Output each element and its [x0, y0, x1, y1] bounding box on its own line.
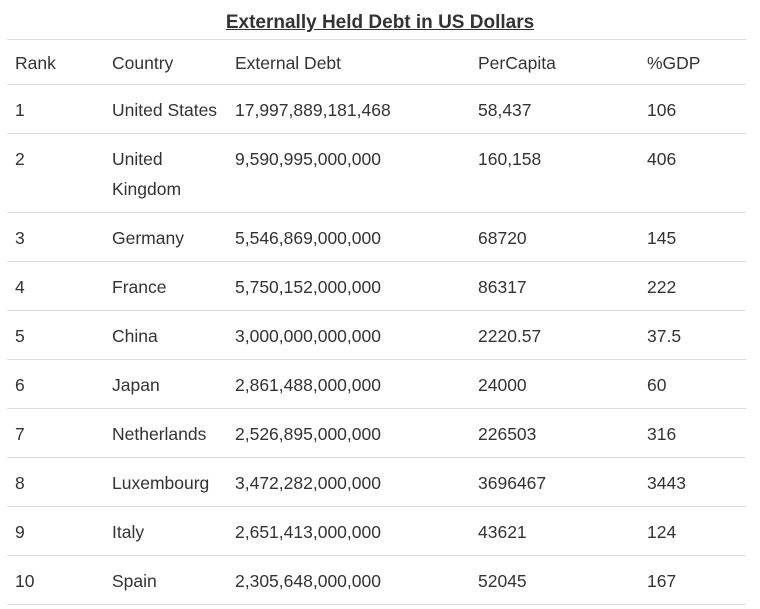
cell-gdp-percent: 106 — [639, 84, 746, 134]
cell-country: Netherlands — [104, 408, 227, 458]
cell-external-debt: 2,526,895,000,000 — [227, 408, 470, 458]
table-body: 1 United States 17,997,889,181,468 58,43… — [7, 84, 746, 605]
cell-external-debt: 17,997,889,181,468 — [227, 84, 470, 134]
cell-per-capita: 58,437 — [470, 84, 639, 134]
cell-external-debt: 5,750,152,000,000 — [227, 261, 470, 311]
cell-per-capita: 68720 — [470, 212, 639, 262]
cell-per-capita: 43621 — [470, 506, 639, 556]
cell-external-debt: 2,305,648,000,000 — [227, 555, 470, 605]
cell-country: United Kingdom — [104, 133, 227, 213]
table-row: 4 France 5,750,152,000,000 86317 222 — [7, 261, 746, 311]
table-row: 10 Spain 2,305,648,000,000 52045 167 — [7, 555, 746, 605]
cell-rank: 8 — [7, 457, 104, 507]
cell-gdp-percent: 406 — [639, 133, 746, 213]
header-gdp-percent: %GDP — [639, 39, 746, 85]
cell-external-debt: 3,000,000,000,000 — [227, 310, 470, 360]
external-debt-table: Rank Country External Debt PerCapita %GD… — [7, 39, 746, 605]
header-rank: Rank — [7, 39, 104, 85]
header-country: Country — [104, 39, 227, 85]
header-row: Rank Country External Debt PerCapita %GD… — [7, 39, 746, 85]
cell-country: Germany — [104, 212, 227, 262]
cell-per-capita: 24000 — [470, 359, 639, 409]
table-row: 2 United Kingdom 9,590,995,000,000 160,1… — [7, 133, 746, 213]
cell-gdp-percent: 3443 — [639, 457, 746, 507]
table-row: 1 United States 17,997,889,181,468 58,43… — [7, 84, 746, 134]
cell-rank: 1 — [7, 84, 104, 134]
header-external-debt: External Debt — [227, 39, 470, 85]
cell-per-capita: 3696467 — [470, 457, 639, 507]
cell-gdp-percent: 37.5 — [639, 310, 746, 360]
table-header: Rank Country External Debt PerCapita %GD… — [7, 39, 746, 85]
cell-gdp-percent: 124 — [639, 506, 746, 556]
cell-per-capita: 86317 — [470, 261, 639, 311]
cell-external-debt: 2,651,413,000,000 — [227, 506, 470, 556]
cell-per-capita: 2220.57 — [470, 310, 639, 360]
table-row: 9 Italy 2,651,413,000,000 43621 124 — [7, 506, 746, 556]
table-row: 5 China 3,000,000,000,000 2220.57 37.5 — [7, 310, 746, 360]
cell-country: France — [104, 261, 227, 311]
header-per-capita: PerCapita — [470, 39, 639, 85]
cell-per-capita: 160,158 — [470, 133, 639, 213]
cell-country: Spain — [104, 555, 227, 605]
cell-country: United States — [104, 84, 227, 134]
table-row: 7 Netherlands 2,526,895,000,000 226503 3… — [7, 408, 746, 458]
cell-rank: 5 — [7, 310, 104, 360]
table-row: 8 Luxembourg 3,472,282,000,000 3696467 3… — [7, 457, 746, 507]
cell-external-debt: 9,590,995,000,000 — [227, 133, 470, 213]
cell-external-debt: 2,861,488,000,000 — [227, 359, 470, 409]
cell-rank: 7 — [7, 408, 104, 458]
cell-country: Luxembourg — [104, 457, 227, 507]
cell-rank: 6 — [7, 359, 104, 409]
cell-rank: 9 — [7, 506, 104, 556]
table-row: 6 Japan 2,861,488,000,000 24000 60 — [7, 359, 746, 409]
cell-gdp-percent: 316 — [639, 408, 746, 458]
cell-rank: 10 — [7, 555, 104, 605]
cell-country: Italy — [104, 506, 227, 556]
cell-gdp-percent: 60 — [639, 359, 746, 409]
cell-country: China — [104, 310, 227, 360]
page-title: Externally Held Debt in US Dollars — [225, 12, 535, 33]
cell-gdp-percent: 145 — [639, 212, 746, 262]
cell-rank: 2 — [7, 133, 104, 213]
cell-rank: 4 — [7, 261, 104, 311]
table-row: 3 Germany 5,546,869,000,000 68720 145 — [7, 212, 746, 262]
cell-external-debt: 3,472,282,000,000 — [227, 457, 470, 507]
cell-gdp-percent: 222 — [639, 261, 746, 311]
cell-per-capita: 226503 — [470, 408, 639, 458]
cell-rank: 3 — [7, 212, 104, 262]
cell-country: Japan — [104, 359, 227, 409]
cell-per-capita: 52045 — [470, 555, 639, 605]
cell-external-debt: 5,546,869,000,000 — [227, 212, 470, 262]
cell-gdp-percent: 167 — [639, 555, 746, 605]
